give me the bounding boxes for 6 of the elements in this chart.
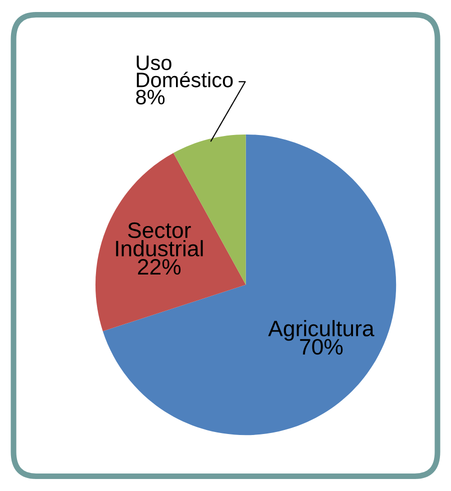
- slice-label: Uso Doméstico: [136, 56, 233, 88]
- data-label: 8%: [136, 90, 165, 104]
- data-label: 22%: [138, 258, 181, 275]
- slice-label: Agricultura: [268, 320, 374, 341]
- data-label: 70%: [300, 338, 343, 355]
- slice-label: Sector Industrial: [116, 222, 203, 256]
